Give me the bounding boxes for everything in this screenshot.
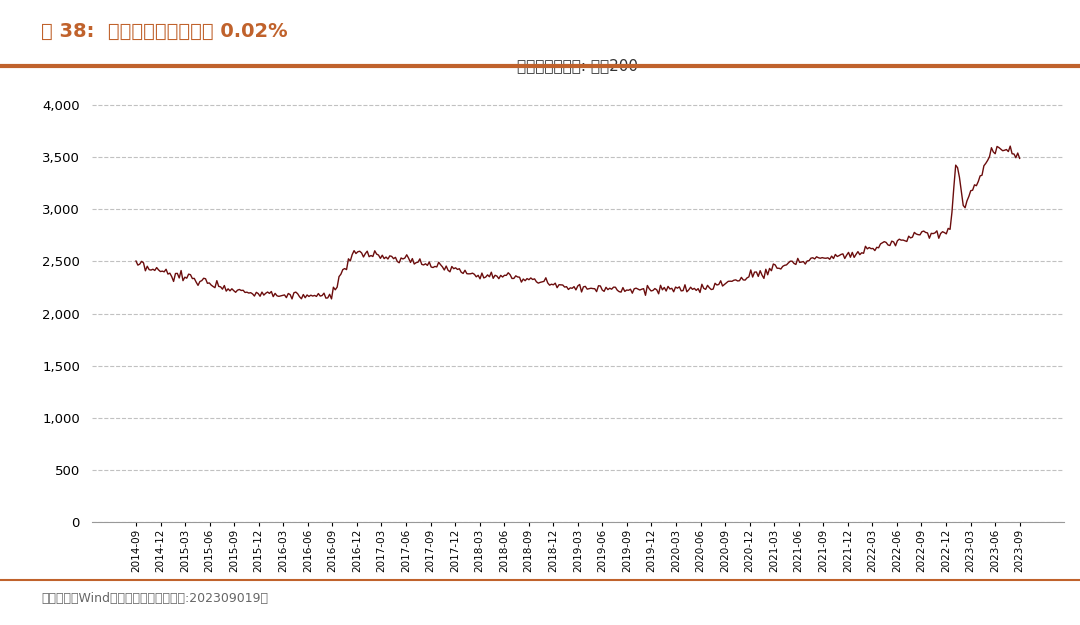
Text: 资料来源：Wind、招商证券（更新时间:202309019）: 资料来源：Wind、招商证券（更新时间:202309019） [41,592,268,606]
Title: 中药材价格指数: 综合200: 中药材价格指数: 综合200 [517,59,638,74]
Text: 图 38:  本周中药价格指数行 0.02%: 图 38: 本周中药价格指数行 0.02% [41,22,287,41]
